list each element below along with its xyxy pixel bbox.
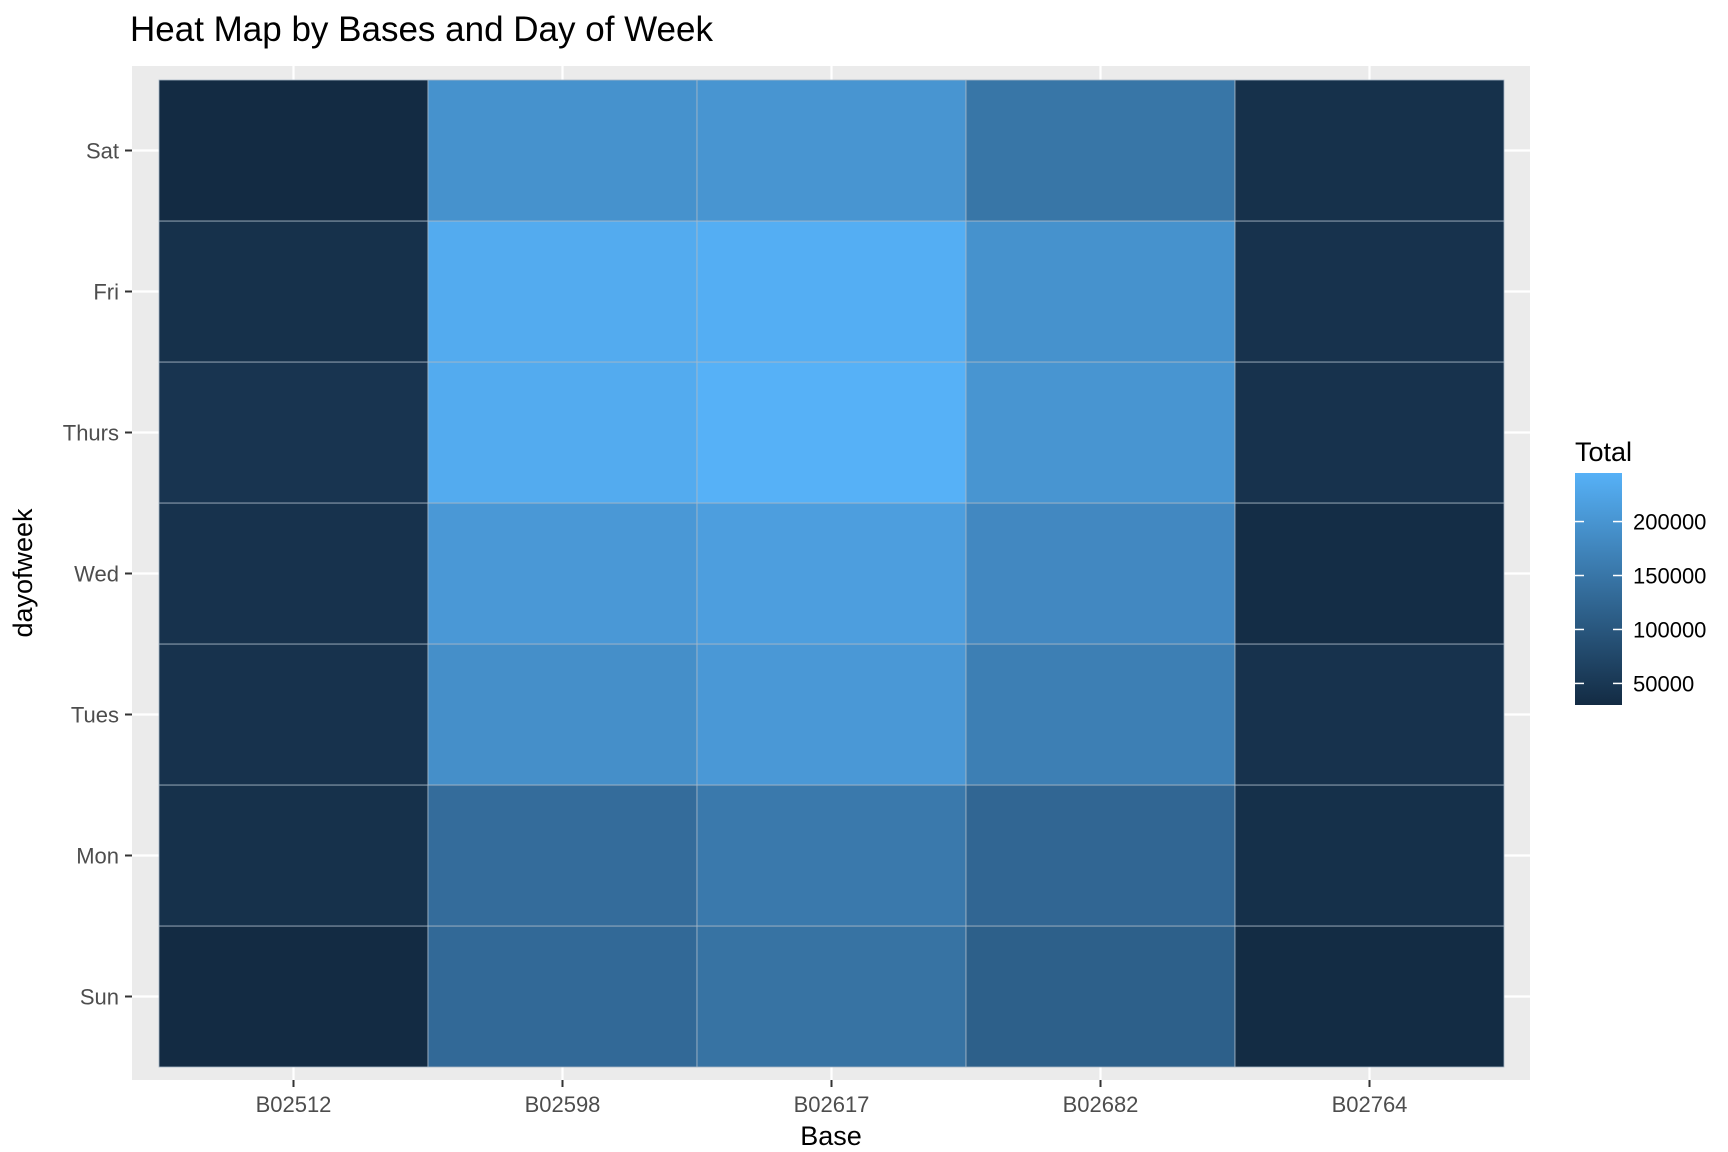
heatmap-tile <box>1234 502 1505 645</box>
heatmap-tile <box>158 502 429 645</box>
y-tick-label: Wed <box>74 562 119 587</box>
y-tick-label: Mon <box>76 844 119 869</box>
heatmap-tile <box>696 643 967 786</box>
heatmap-tile <box>965 502 1236 645</box>
y-tick-label: Fri <box>93 280 119 305</box>
y-tick-label: Tues <box>71 703 119 728</box>
heatmap-tile <box>427 784 698 927</box>
chart-title: Heat Map by Bases and Day of Week <box>130 10 713 49</box>
legend-tick-label: 150000 <box>1633 564 1706 589</box>
x-axis: B02512 B02598 B02617 B02682 B02764 <box>256 1080 1408 1117</box>
legend: Total 50000 100000 150000 200000 <box>1575 437 1706 705</box>
heatmap-tile <box>696 784 967 927</box>
x-tick-label: B02764 <box>1332 1092 1408 1117</box>
heatmap-tile <box>1234 220 1505 363</box>
y-axis: Sun Mon Tues Wed Thurs Fri Sat <box>63 139 132 1010</box>
heatmap-tile <box>696 220 967 363</box>
heatmap-tile <box>965 220 1236 363</box>
heatmap-tile <box>1234 361 1505 504</box>
heatmap-tile <box>696 502 967 645</box>
heatmap-tile <box>427 643 698 786</box>
heatmap-tile <box>158 925 429 1068</box>
x-tick-label: B02682 <box>1063 1092 1139 1117</box>
heatmap-tile <box>696 925 967 1068</box>
legend-tick-label: 200000 <box>1633 510 1706 535</box>
x-tick-label: B02512 <box>256 1092 332 1117</box>
heatmap-tile <box>1234 643 1505 786</box>
y-tick-label: Thurs <box>63 421 119 446</box>
heatmap-tile <box>1234 925 1505 1068</box>
heatmap-tile <box>158 220 429 363</box>
heatmap-tile <box>965 361 1236 504</box>
heatmap-tile <box>427 79 698 222</box>
heatmap-tile <box>427 361 698 504</box>
heatmap-tiles <box>158 79 1505 1068</box>
heatmap-tile <box>158 361 429 504</box>
heatmap-tile <box>696 79 967 222</box>
heatmap-tile <box>158 79 429 222</box>
heatmap-tile <box>158 784 429 927</box>
y-tick-label: Sun <box>80 985 119 1010</box>
x-axis-title: Base <box>800 1121 862 1151</box>
heatmap-tile <box>427 925 698 1068</box>
y-axis-title: dayofweek <box>8 508 38 638</box>
heatmap-tile <box>965 79 1236 222</box>
legend-ticks: 50000 100000 150000 200000 <box>1575 510 1706 696</box>
heatmap-tile <box>427 220 698 363</box>
heatmap-tile <box>965 784 1236 927</box>
heatmap-tile <box>696 361 967 504</box>
heatmap-tile <box>427 502 698 645</box>
heatmap-tile <box>158 643 429 786</box>
legend-tick-label: 50000 <box>1633 671 1694 696</box>
legend-tick-label: 100000 <box>1633 617 1706 642</box>
heatmap-tile <box>965 643 1236 786</box>
heatmap-tile <box>1234 784 1505 927</box>
y-tick-label: Sat <box>86 139 119 164</box>
legend-colorbar <box>1575 473 1622 705</box>
legend-title: Total <box>1575 437 1632 467</box>
heatmap-tile <box>1234 79 1505 222</box>
x-tick-label: B02617 <box>794 1092 870 1117</box>
heatmap-tile <box>965 925 1236 1068</box>
x-tick-label: B02598 <box>525 1092 601 1117</box>
